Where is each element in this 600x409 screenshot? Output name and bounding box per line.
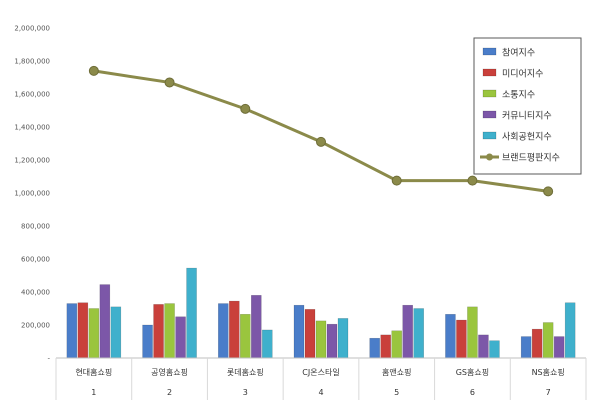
y-tick-label: 200,000: [21, 322, 50, 330]
line-point-6: [467, 175, 478, 186]
x-category-label: 공영홈쇼핑: [151, 367, 188, 377]
bar-3-6: [467, 306, 478, 359]
legend-label: 미디어지수: [502, 69, 543, 80]
y-tick-label: 1,000,000: [14, 190, 50, 198]
legend-swatch: [482, 110, 497, 119]
legend-swatch: [482, 131, 497, 140]
bar-5-7: [564, 302, 576, 359]
bar-1-7: [520, 336, 532, 359]
bar-2-6: [456, 319, 467, 359]
y-tick-label: 1,800,000: [14, 58, 50, 66]
y-tick-label: 1,400,000: [14, 124, 50, 132]
bar-3-5: [391, 330, 402, 359]
x-category-number: 6: [470, 388, 475, 397]
bar-4-6: [478, 334, 489, 359]
x-category-number: 5: [394, 388, 399, 397]
line-point-5: [391, 175, 402, 186]
bar-5-4: [337, 318, 349, 359]
y-tick-label: 1,200,000: [14, 157, 50, 165]
line-point-7: [543, 186, 554, 197]
bar-1-4: [293, 304, 305, 359]
x-category-label: 현대홈쇼핑: [75, 367, 112, 377]
bar-2-4: [304, 309, 316, 359]
y-tick-label: 2,000,000: [14, 25, 50, 33]
legend-label: 브랜드평판지수: [502, 153, 560, 164]
bar-5-6: [489, 340, 500, 359]
x-category-label: CJ온스타일: [302, 368, 339, 377]
bar-4-5: [402, 304, 413, 359]
bar-1-1: [66, 303, 78, 359]
bar-3-1: [88, 308, 100, 359]
x-category-number: 3: [243, 388, 248, 397]
bar-4-3: [251, 295, 262, 359]
bar-3-2: [164, 303, 175, 359]
bar-1-2: [142, 324, 153, 359]
bar-2-5: [380, 334, 391, 359]
legend-label: 커뮤니티지수: [502, 111, 552, 122]
bar-3-3: [240, 314, 251, 359]
x-axis: 현대홈쇼핑 1 공영홈쇼핑 2 롯데홈쇼핑 3 CJ온스타일 4 홈앤쇼핑 5 GS홈쇼핑 6 NS홈쇼…: [55, 357, 587, 400]
bar-3-4: [315, 320, 327, 359]
legend-swatch: [482, 68, 497, 77]
x-category-label: GS홈쇼핑: [456, 367, 489, 377]
bar-1-6: [445, 314, 456, 359]
y-axis: - 200,000 400,000 600,000 800,000 1,000,000 1,…: [14, 25, 50, 363]
y-tick-label: 400,000: [21, 289, 50, 297]
bar-4-7: [553, 336, 565, 359]
legend-label: 참여지수: [502, 47, 535, 59]
x-category-number: 1: [91, 388, 96, 397]
x-category-number: 7: [546, 388, 551, 397]
bar-4-1: [99, 284, 111, 359]
line-point-4: [316, 136, 326, 147]
bar-1-3: [218, 303, 229, 359]
bar-5-2: [186, 267, 197, 359]
bar-2-2: [153, 304, 164, 359]
bar-3-7: [542, 322, 554, 359]
bar-2-1: [77, 302, 89, 359]
bar-1-5: [369, 337, 380, 359]
x-category-label: 홈앤쇼핑: [382, 367, 411, 377]
x-category-number: 2: [167, 388, 172, 397]
legend-box: [473, 37, 582, 175]
y-tick-label: -: [47, 355, 50, 363]
x-category-number: 4: [318, 388, 323, 397]
bar-5-5: [413, 308, 424, 359]
legend-label: 소통지수: [502, 90, 535, 101]
legend-swatch: [482, 89, 497, 98]
line-point-3: [240, 103, 251, 114]
x-category-label: NS홈쇼핑: [532, 367, 565, 377]
bar-4-4: [326, 323, 338, 359]
bar-4-2: [175, 316, 186, 359]
y-tick-label: 800,000: [21, 223, 50, 231]
bar-2-7: [531, 328, 543, 359]
x-category-label: 롯데홈쇼핑: [227, 367, 264, 377]
bar-2-3: [229, 300, 240, 359]
legend-marker: [486, 153, 493, 161]
bar-series-group: [66, 267, 576, 359]
y-tick-label: 600,000: [21, 256, 50, 264]
y-tick-label: 1,600,000: [14, 91, 50, 99]
line-point-1: [88, 65, 99, 76]
line-series-group: [88, 65, 554, 197]
legend-label: 사회공헌지수: [502, 132, 552, 143]
line-point-2: [164, 77, 175, 88]
bar-5-3: [262, 329, 273, 359]
bar-5-1: [110, 306, 122, 359]
legend-swatch: [482, 47, 497, 56]
